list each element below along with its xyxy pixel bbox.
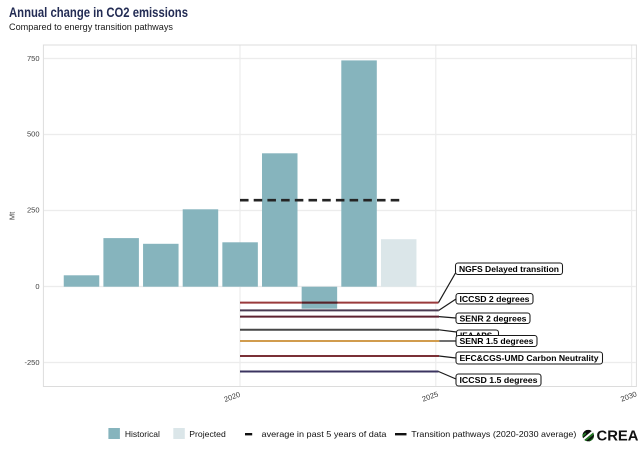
svg-text:0: 0 xyxy=(35,282,39,291)
svg-text:SENR 1.5 degrees: SENR 1.5 degrees xyxy=(460,337,534,346)
svg-text:Annual change in CO2 emissions: Annual change in CO2 emissions xyxy=(9,5,188,20)
svg-text:Compared to energy transition: Compared to energy transition pathways xyxy=(9,22,173,33)
svg-text:SENR 2 degrees: SENR 2 degrees xyxy=(460,314,527,323)
svg-text:ICCSD 2 degrees: ICCSD 2 degrees xyxy=(460,295,530,304)
svg-text:Projected: Projected xyxy=(189,429,226,439)
svg-text:Historical: Historical xyxy=(125,429,160,439)
svg-text:NGFS Delayed transition: NGFS Delayed transition xyxy=(459,265,559,274)
svg-text:750: 750 xyxy=(27,54,40,63)
svg-text:ICCSD 1.5 degrees: ICCSD 1.5 degrees xyxy=(460,376,538,385)
svg-text:EFC&CGS-UMD Carbon Neutrality: EFC&CGS-UMD Carbon Neutrality xyxy=(460,354,599,363)
svg-text:500: 500 xyxy=(27,130,40,139)
svg-text:Mt: Mt xyxy=(7,211,16,220)
svg-text:-250: -250 xyxy=(24,358,39,367)
svg-text:Transition pathways (2020-2030: Transition pathways (2020-2030 average) xyxy=(411,429,576,439)
svg-text:250: 250 xyxy=(27,206,40,215)
svg-text:CREA: CREA xyxy=(597,429,640,445)
svg-text:average in past 5 years of dat: average in past 5 years of data xyxy=(262,429,387,439)
